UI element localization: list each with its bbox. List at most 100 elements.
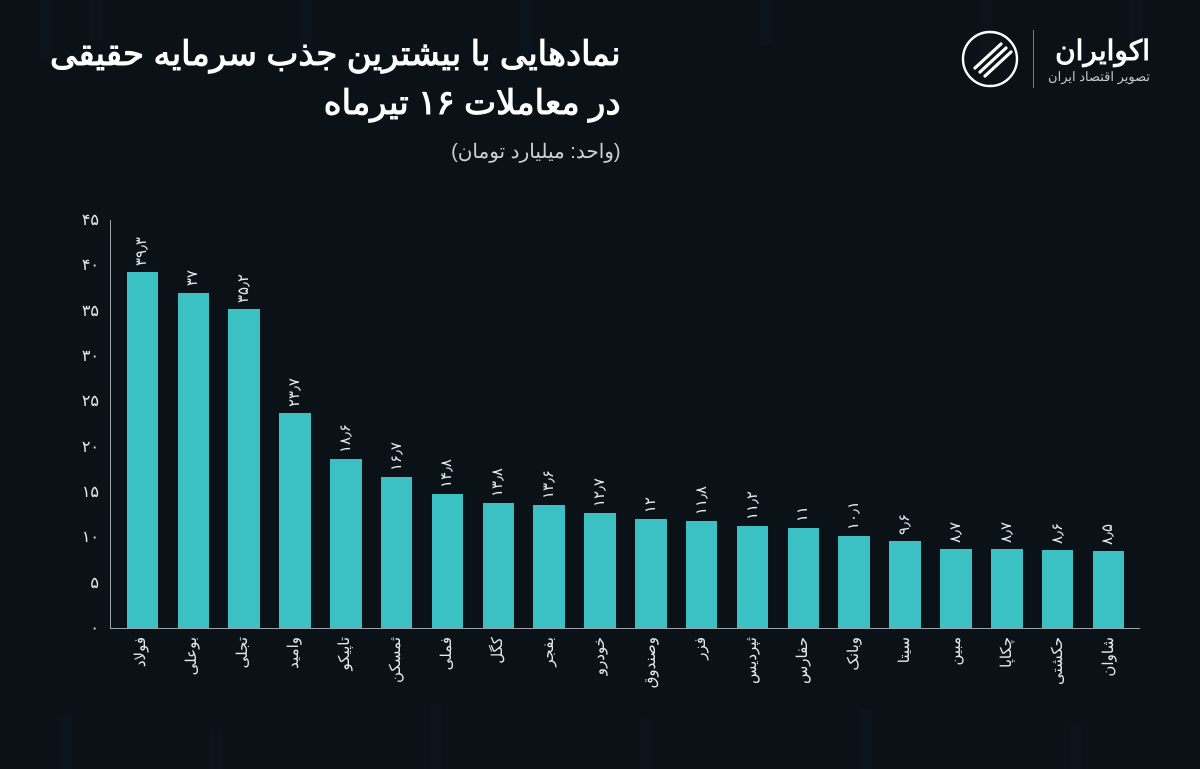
bar-slot: ۳۷	[168, 220, 219, 628]
bar-slot: ۳۹٫۳	[117, 220, 168, 628]
x-label: وامید	[269, 629, 320, 699]
x-label: مبین	[931, 629, 982, 699]
plot-area: ۳۹٫۳۳۷۳۵٫۲۲۳٫۷۱۸٫۶۱۶٫۷۱۴٫۸۱۳٫۸۱۳٫۶۱۲٫۷۱۲…	[110, 220, 1140, 629]
bars-container: ۳۹٫۳۳۷۳۵٫۲۲۳٫۷۱۸٫۶۱۶٫۷۱۴٫۸۱۳٫۸۱۳٫۶۱۲٫۷۱۲…	[111, 220, 1140, 628]
y-tick: ۳۵	[82, 301, 111, 321]
x-label: فولاد	[116, 629, 167, 699]
bar: ۸٫۶	[1042, 550, 1074, 628]
x-label: بوعلی	[167, 629, 218, 699]
chart-title-line2: در معاملات ۱۶ تیرماه	[50, 79, 621, 128]
bar-slot: ۹٫۶	[880, 220, 931, 628]
x-label: فملی	[421, 629, 472, 699]
bar-value-label: ۱۱	[794, 506, 812, 528]
x-label: وصندوق	[625, 629, 676, 699]
bar-value-label: ۲۳٫۷	[286, 378, 304, 413]
y-tick: ۳۰	[82, 346, 111, 366]
bar: ۹٫۶	[889, 541, 921, 628]
x-label: ثمسکن	[371, 629, 422, 699]
bar-slot: ۸٫۶	[1032, 220, 1083, 628]
y-tick: ۲۰	[82, 437, 111, 457]
bar-slot: ۸٫۵	[1083, 220, 1134, 628]
bar-slot: ۳۵٫۲	[219, 220, 270, 628]
bar: ۳۵٫۲	[228, 309, 260, 628]
bar: ۱۱٫۸	[686, 521, 718, 628]
brand-separator	[1033, 30, 1034, 88]
bar: ۱۳٫۸	[483, 503, 515, 628]
bar-slot: ۱۱٫۸	[676, 220, 727, 628]
bar-slot: ۱۲٫۷	[575, 220, 626, 628]
bar-value-label: ۱۲٫۷	[591, 478, 609, 513]
y-tick: ۰	[90, 618, 111, 638]
x-label: بفجر	[523, 629, 574, 699]
bar-value-label: ۳۷	[184, 270, 202, 292]
bar-value-label: ۹٫۶	[896, 514, 914, 541]
bar: ۱۴٫۸	[432, 494, 464, 628]
y-tick: ۱۵	[82, 482, 111, 502]
bar-value-label: ۱۳٫۶	[540, 470, 558, 505]
x-label: حفارس	[778, 629, 829, 699]
brand-block: اکوایران تصویر اقتصاد ایران	[961, 30, 1150, 88]
y-tick: ۴۵	[82, 210, 111, 230]
x-label: تاپیکو	[320, 629, 371, 699]
bar-value-label: ۸٫۶	[1049, 523, 1067, 550]
bar: ۳۹٫۳	[127, 272, 159, 628]
brand-subtitle: تصویر اقتصاد ایران	[1048, 69, 1150, 85]
bar-slot: ۱۶٫۷	[371, 220, 422, 628]
bar: ۸٫۵	[1093, 551, 1125, 628]
y-tick: ۲۵	[82, 391, 111, 411]
bar-slot: ۱۱٫۲	[727, 220, 778, 628]
chart-unit: (واحد: میلیارد تومان)	[50, 139, 621, 164]
bar-value-label: ۱۰٫۱	[845, 501, 863, 536]
x-label: ثپردیس	[727, 629, 778, 699]
bar-value-label: ۱۲	[642, 497, 660, 519]
bar-value-label: ۳۵٫۲	[235, 274, 253, 309]
x-label: سیتا	[880, 629, 931, 699]
bar-slot: ۱۳٫۸	[473, 220, 524, 628]
bar: ۱۳٫۶	[533, 505, 565, 628]
bar-value-label: ۱۱٫۸	[693, 486, 711, 521]
bar: ۱۲	[635, 519, 667, 628]
x-axis-labels: فولادبوعلیتجلیوامیدتاپیکوثمسکنفملیکگلبفج…	[110, 629, 1140, 699]
bar-slot: ۱۲	[625, 220, 676, 628]
bar-value-label: ۸٫۵	[1099, 524, 1117, 551]
bar: ۱۲٫۷	[584, 513, 616, 628]
x-label: شاوان	[1083, 629, 1134, 699]
y-tick: ۵	[90, 573, 111, 593]
x-label: خودرو	[574, 629, 625, 699]
bar-value-label: ۸٫۷	[947, 522, 965, 549]
bar: ۱۱	[788, 528, 820, 628]
bar-value-label: ۱۴٫۸	[438, 459, 456, 494]
chart-title-line1: نمادهایی با بیشترین جذب سرمایه حقیقی	[50, 30, 621, 79]
bar-slot: ۱۱	[778, 220, 829, 628]
bar-slot: ۱۸٫۶	[320, 220, 371, 628]
bar-value-label: ۱۸٫۶	[337, 424, 355, 459]
bar-slot: ۸٫۷	[981, 220, 1032, 628]
y-tick: ۱۰	[82, 527, 111, 547]
header: اکوایران تصویر اقتصاد ایران نمادهایی با …	[50, 30, 1150, 164]
bar-value-label: ۱۶٫۷	[388, 442, 406, 477]
title-block: نمادهایی با بیشترین جذب سرمایه حقیقی در …	[50, 30, 621, 164]
bar: ۸٫۷	[940, 549, 972, 628]
bar: ۲۳٫۷	[279, 413, 311, 628]
brand-name: اکوایران	[1048, 34, 1150, 67]
bar: ۱۰٫۱	[838, 536, 870, 628]
bar: ۳۷	[178, 293, 210, 628]
brand-logo-icon	[961, 30, 1019, 88]
x-label: چکاپا	[981, 629, 1032, 699]
bar: ۱۸٫۶	[330, 459, 362, 628]
bar: ۱۱٫۲	[737, 526, 769, 628]
x-label: وبانک	[829, 629, 880, 699]
bar: ۸٫۷	[991, 549, 1023, 628]
x-label: حکشتی	[1032, 629, 1083, 699]
bar: ۱۶٫۷	[381, 477, 413, 628]
x-label: کگل	[472, 629, 523, 699]
bar-slot: ۲۳٫۷	[270, 220, 321, 628]
y-tick: ۴۰	[82, 255, 111, 275]
bar-chart: ۳۹٫۳۳۷۳۵٫۲۲۳٫۷۱۸٫۶۱۶٫۷۱۴٫۸۱۳٫۸۱۳٫۶۱۲٫۷۱۲…	[110, 220, 1140, 699]
x-label: فزر	[676, 629, 727, 699]
bar-slot: ۱۳٫۶	[524, 220, 575, 628]
x-label: تجلی	[218, 629, 269, 699]
bar-value-label: ۳۹٫۳	[133, 237, 151, 272]
bar-value-label: ۸٫۷	[998, 522, 1016, 549]
bar-slot: ۱۴٫۸	[422, 220, 473, 628]
